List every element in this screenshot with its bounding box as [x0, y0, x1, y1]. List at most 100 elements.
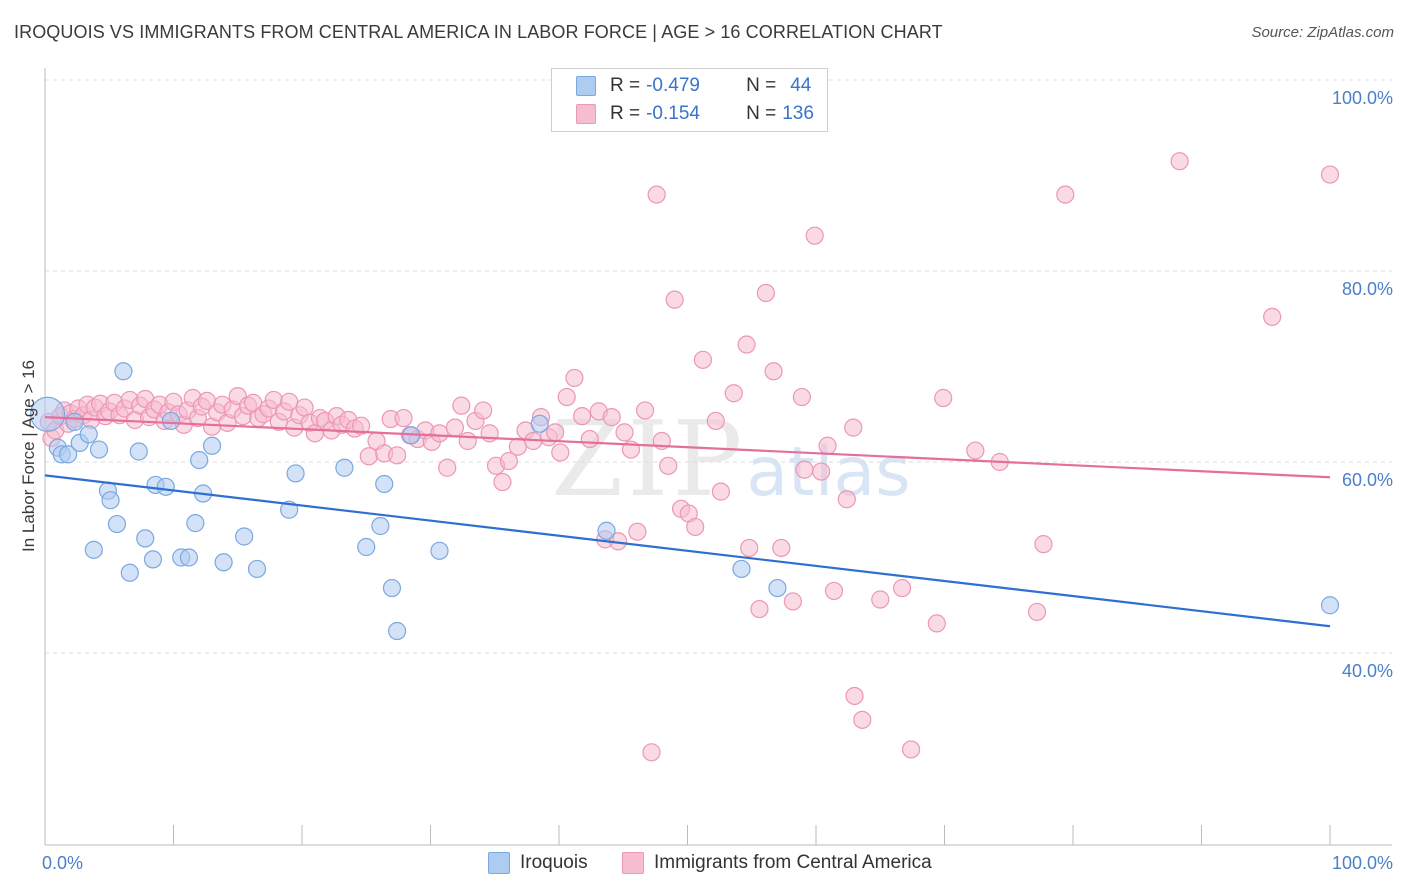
- immigrants-point: [602, 408, 621, 427]
- iroquois-point: [101, 491, 120, 510]
- axes: [44, 68, 1392, 846]
- trend-lines: [44, 416, 1331, 628]
- immigrants-point: [452, 396, 471, 415]
- immigrants-point: [686, 517, 705, 537]
- immigrants-point: [628, 522, 647, 541]
- immigrants-point: [352, 416, 371, 435]
- immigrants-point: [551, 443, 570, 462]
- legend-label-immigrants: Immigrants from Central America: [654, 852, 932, 873]
- legend-r-value: -0.479: [646, 75, 700, 96]
- immigrants-point: [818, 436, 837, 455]
- legend-item-iroquois: Iroquois: [488, 852, 588, 874]
- iroquois-point: [732, 559, 751, 579]
- immigrants-point: [966, 441, 985, 460]
- legend-swatch-blue: [488, 852, 510, 874]
- immigrants-point: [737, 335, 756, 354]
- immigrants-point: [359, 447, 378, 466]
- immigrants-point: [659, 456, 678, 475]
- legend-row-iroquois: R = -0.479 N = 44: [576, 73, 811, 99]
- immigrants-point: [1027, 602, 1047, 622]
- iroquois-point: [120, 563, 139, 582]
- iroquois-point: [1320, 596, 1340, 615]
- legend-n-label: N =: [746, 75, 777, 96]
- y-axis-title: In Labor Force | Age > 16: [19, 360, 38, 552]
- gridlines: [45, 79, 1392, 654]
- legend-r-label: R =: [610, 75, 641, 96]
- immigrants-point: [546, 423, 565, 442]
- tick-labels: 40.0% 60.0% 80.0% 100.0% 0.0% 100.0%: [42, 88, 1393, 873]
- immigrants-point: [1320, 165, 1340, 184]
- immigrants-point: [573, 407, 592, 426]
- iroquois-point: [65, 412, 84, 431]
- immigrants-point: [772, 538, 791, 558]
- immigrants-point: [812, 462, 831, 481]
- legend-swatch-pink: [622, 852, 644, 874]
- immigrants-point: [615, 423, 634, 442]
- immigrants-point: [430, 424, 449, 443]
- correlation-legend: R = -0.479 N = 44 R = -0.154 N = 136: [551, 68, 828, 132]
- immigrants-point: [711, 482, 731, 501]
- iroquois-point: [59, 445, 78, 464]
- iroquois-point: [29, 396, 66, 432]
- iroquois-point: [89, 440, 109, 459]
- iroquois-point: [143, 550, 163, 569]
- immigrants-point: [493, 472, 512, 492]
- immigrants-point: [805, 226, 824, 245]
- legend-item-immigrants: Immigrants from Central America: [622, 852, 932, 874]
- legend-row-immigrants: R = -0.154 N = 136: [576, 101, 814, 127]
- immigrants-point: [934, 388, 953, 408]
- immigrants-trend-line: [44, 416, 1331, 479]
- x-tick-label: 0.0%: [42, 853, 83, 873]
- immigrants-point: [824, 581, 844, 601]
- immigrants-point: [1056, 185, 1075, 204]
- iroquois-point: [129, 442, 148, 461]
- immigrants-point: [837, 490, 856, 509]
- legend-label-iroquois: Iroquois: [520, 852, 588, 873]
- iroquois-point: [597, 521, 616, 540]
- immigrants-point: [665, 290, 684, 309]
- legend-n-value: 136: [782, 103, 814, 124]
- series-legend: Iroquois Immigrants from Central America: [0, 852, 1406, 878]
- iroquois-point: [530, 414, 549, 433]
- iroquois-point: [375, 474, 394, 494]
- immigrants-point: [1034, 535, 1053, 554]
- iroquois-point: [179, 548, 199, 567]
- immigrants-point: [783, 592, 802, 611]
- immigrants-point: [565, 368, 584, 388]
- immigrants-point: [499, 451, 518, 471]
- immigrants-point: [438, 458, 457, 477]
- immigrants-point: [295, 398, 314, 417]
- immigrants-point: [750, 599, 769, 619]
- iroquois-point: [214, 553, 233, 572]
- immigrants-point: [764, 362, 783, 381]
- immigrants-point: [647, 185, 666, 204]
- iroquois-point: [768, 578, 787, 598]
- immigrants-point: [580, 429, 599, 449]
- iroquois-point: [114, 362, 133, 381]
- immigrants-point: [642, 743, 661, 762]
- iroquois-point: [186, 514, 205, 533]
- chart-title: IROQUOIS VS IMMIGRANTS FROM CENTRAL AMER…: [14, 22, 943, 42]
- immigrants-point: [853, 710, 872, 729]
- legend-swatch-blue: [576, 76, 596, 96]
- y-tick-label: 100.0%: [1332, 88, 1393, 108]
- immigrants-point: [387, 446, 407, 465]
- iroquois-point: [286, 464, 305, 483]
- iroquois-point: [161, 411, 181, 431]
- immigrants-point: [845, 686, 864, 706]
- x-tick-label: 100.0%: [1332, 853, 1393, 873]
- iroquois-point: [382, 578, 402, 598]
- iroquois-point: [136, 529, 155, 548]
- y-tick-label: 40.0%: [1342, 661, 1393, 681]
- immigrants-point: [706, 411, 725, 431]
- iroquois-point: [84, 540, 103, 559]
- immigrants-point: [901, 740, 921, 759]
- immigrants-point: [394, 408, 413, 428]
- immigrants-point: [557, 387, 576, 407]
- y-tick-label: 80.0%: [1342, 279, 1393, 299]
- immigrants-point: [844, 418, 863, 437]
- immigrants-point: [871, 590, 890, 609]
- immigrants-point: [724, 384, 743, 403]
- immigrants-point: [474, 401, 493, 420]
